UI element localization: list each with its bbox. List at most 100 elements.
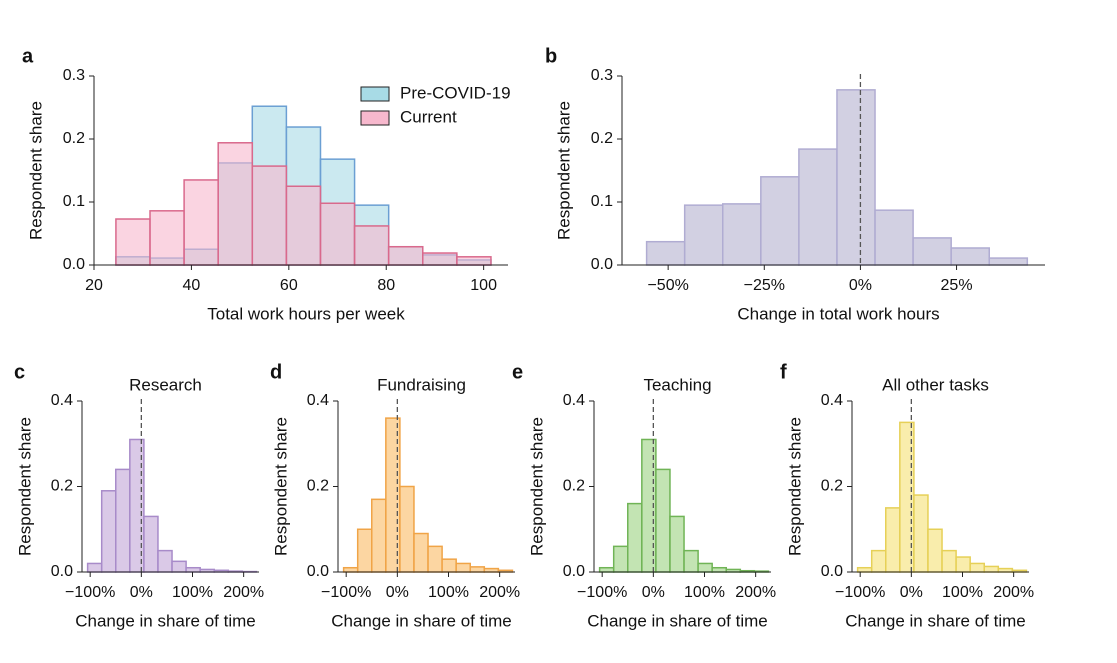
histogram-bar [997, 567, 1014, 573]
y-tick-label: 0.4 [51, 392, 73, 409]
x-tick-label: 100% [684, 584, 725, 601]
histogram-bar [171, 560, 187, 573]
histogram-bar [988, 257, 1029, 266]
y-tick-label: 0.2 [51, 478, 73, 495]
histogram-bar [912, 237, 952, 266]
histogram-bar [760, 176, 800, 266]
histogram-bar [427, 545, 443, 573]
panel-title: Teaching [643, 375, 711, 394]
legend-label: Pre-COVID-19 [400, 83, 511, 102]
x-tick-label: 100% [942, 584, 983, 601]
x-tick-label: 100% [428, 584, 469, 601]
x-tick-label: 20 [85, 277, 103, 294]
histogram-bar [149, 210, 185, 266]
panel-label: b [545, 45, 557, 67]
histogram-bar [319, 202, 356, 266]
y-axis-label: Respondent share [15, 417, 34, 556]
x-axis-label: Change in total work hours [737, 304, 939, 323]
histogram-bar [115, 468, 131, 573]
y-tick-label: 0.0 [51, 563, 73, 580]
panel-label: e [512, 361, 523, 383]
x-tick-label: −100% [321, 584, 371, 601]
x-axis-label: Change in share of time [587, 611, 768, 630]
x-tick-label: −50% [647, 277, 688, 294]
x-axis-label: Change in share of time [75, 611, 256, 630]
histogram-bar [645, 240, 686, 266]
legend-swatch [360, 110, 390, 126]
histogram-bar [655, 468, 671, 573]
y-tick-label: 0.2 [821, 478, 843, 495]
y-tick-label: 0.0 [591, 256, 613, 273]
y-tick-label: 0.2 [63, 130, 85, 147]
y-tick-label: 0.1 [63, 193, 85, 210]
y-tick-label: 0.4 [307, 392, 329, 409]
histogram-bar [856, 566, 873, 573]
histogram-bar [598, 566, 615, 573]
y-tick-label: 0.2 [591, 130, 613, 147]
y-axis-label: Respondent share [271, 417, 290, 556]
y-axis-label: Respondent share [554, 101, 573, 240]
histogram-bar [353, 225, 390, 266]
y-tick-label: 0.0 [563, 563, 585, 580]
histogram-bar [387, 245, 424, 266]
panel-label: d [270, 361, 282, 383]
x-tick-label: −100% [65, 584, 115, 601]
x-tick-label: −25% [744, 277, 785, 294]
histogram-bar [913, 494, 929, 573]
histogram-bar [683, 204, 724, 266]
histogram-bar [86, 562, 103, 573]
y-tick-label: 0.3 [63, 67, 85, 84]
y-axis-label: Respondent share [527, 417, 546, 556]
histogram-bar [469, 566, 486, 573]
histogram-bar [722, 203, 762, 266]
histogram-bar [342, 566, 359, 573]
histogram-bar [927, 528, 943, 573]
histogram-bar [969, 562, 985, 573]
legend-label: Current [400, 107, 457, 126]
histogram-bar [371, 498, 387, 573]
histogram-bar [356, 528, 373, 573]
histogram-bar [983, 565, 1000, 573]
x-tick-label: −100% [577, 584, 627, 601]
panel-label: c [14, 361, 25, 383]
x-tick-label: 0% [900, 584, 923, 601]
panel-title: All other tasks [882, 375, 989, 394]
y-tick-label: 0.4 [821, 392, 843, 409]
x-tick-label: 80 [377, 277, 395, 294]
histogram-bar [441, 558, 457, 573]
histogram-bar [217, 142, 254, 266]
histogram-bar [285, 185, 322, 266]
panel-label: a [22, 45, 34, 67]
histogram-bar [950, 247, 990, 266]
histogram-bar [183, 179, 219, 266]
y-tick-label: 0.0 [821, 563, 843, 580]
panel-title: Fundraising [377, 375, 466, 394]
x-tick-label: 60 [280, 277, 298, 294]
y-tick-label: 0.0 [307, 563, 329, 580]
x-tick-label: 200% [479, 584, 520, 601]
histogram-bar [157, 549, 173, 573]
histogram-bar [711, 566, 727, 573]
histogram-bar [836, 89, 876, 266]
x-tick-label: 200% [223, 584, 264, 601]
histogram-bar [422, 252, 458, 266]
y-axis-label: Respondent share [785, 417, 804, 556]
x-tick-label: 0% [386, 584, 409, 601]
y-tick-label: 0.4 [563, 392, 585, 409]
x-tick-label: 200% [735, 584, 776, 601]
x-axis-label: Change in share of time [845, 611, 1026, 630]
histogram-bar [798, 148, 838, 266]
y-tick-label: 0.2 [563, 478, 585, 495]
histogram-bar [885, 507, 901, 573]
histogram-bar [456, 256, 492, 266]
y-tick-label: 0.1 [591, 193, 613, 210]
histogram-bar [399, 485, 415, 573]
y-tick-label: 0.2 [307, 478, 329, 495]
x-tick-label: 25% [941, 277, 973, 294]
histogram-bar [115, 218, 151, 266]
x-axis-label: Total work hours per week [207, 304, 405, 323]
x-tick-label: 100 [470, 277, 497, 294]
histogram-bar [185, 566, 201, 573]
histogram-bar [683, 549, 699, 573]
